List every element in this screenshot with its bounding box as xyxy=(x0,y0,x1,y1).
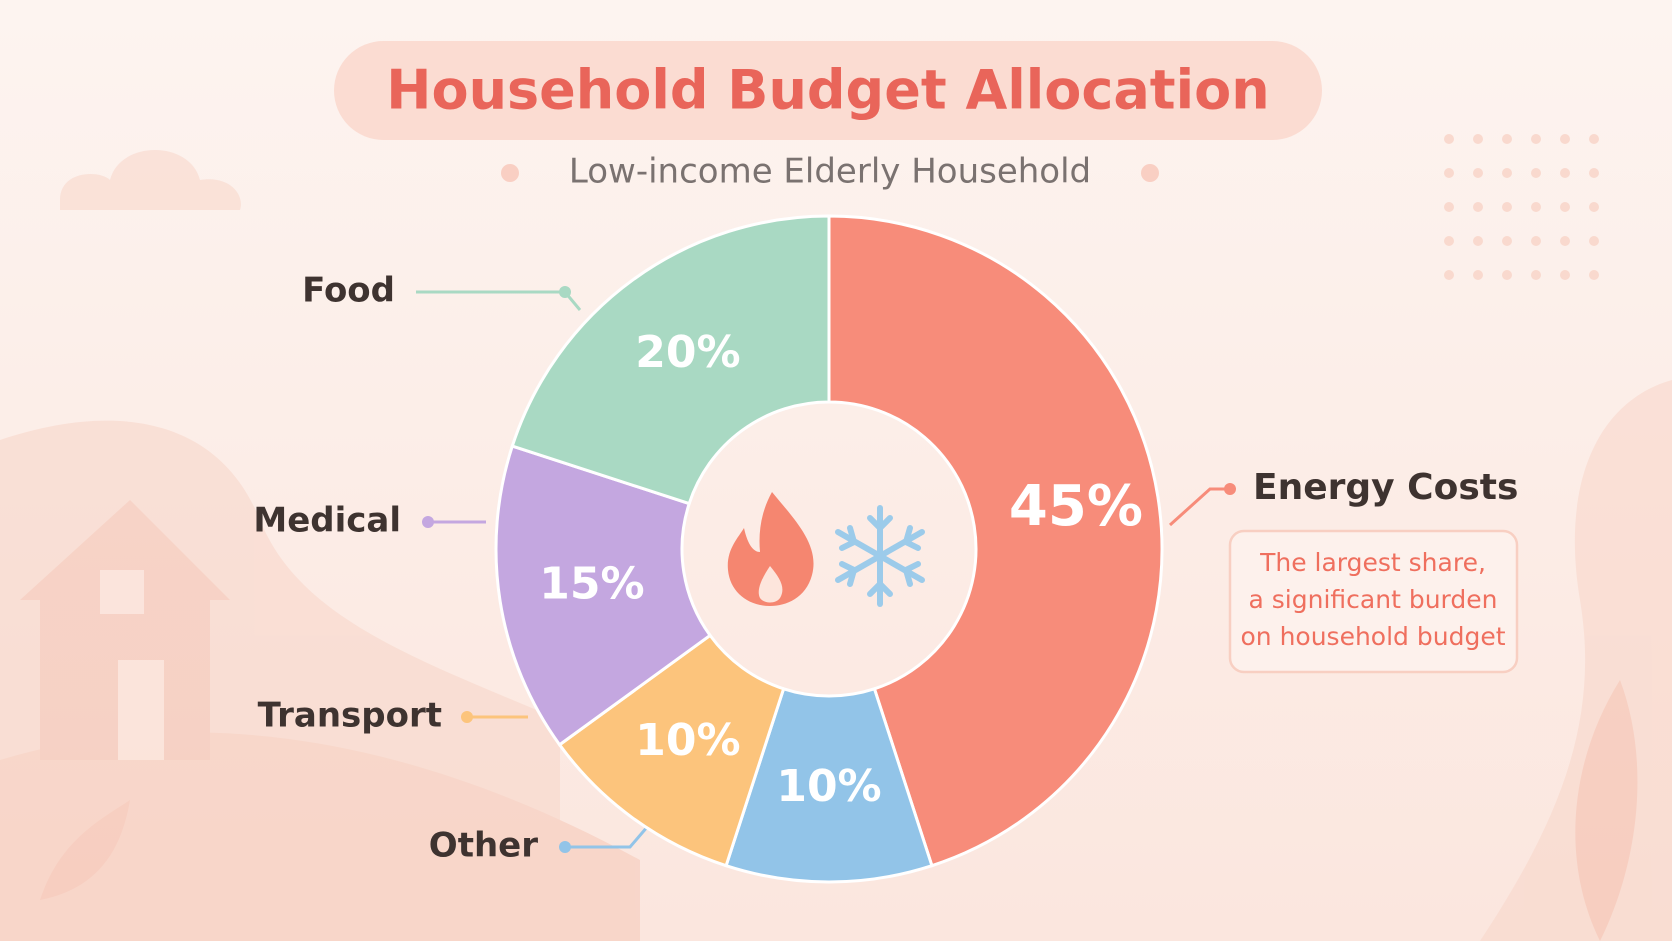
pie-slice xyxy=(827,214,1164,868)
chart-title: Household Budget Allocation xyxy=(386,59,1269,122)
annotation-box xyxy=(1228,529,1519,674)
pie-slice xyxy=(510,214,831,506)
value-label: 45% xyxy=(1009,474,1143,539)
dot xyxy=(1444,236,1454,246)
title-pill xyxy=(334,41,1322,140)
subtitle-dot xyxy=(1141,164,1159,182)
pie-slice xyxy=(494,444,713,747)
annotation: The largest share, a significant burden on… xyxy=(1240,548,1505,651)
category-label: Energy Costs xyxy=(1253,467,1518,508)
dot xyxy=(1589,134,1599,144)
category-label: Other xyxy=(429,826,538,866)
dot xyxy=(1560,270,1570,280)
dot xyxy=(1502,236,1512,246)
category-label: Food xyxy=(302,271,395,311)
dot xyxy=(1502,270,1512,280)
value-label: 10% xyxy=(635,715,740,766)
leader-dot xyxy=(422,516,434,528)
dot xyxy=(1531,168,1541,178)
category-label: Transport xyxy=(258,696,442,736)
dot xyxy=(1589,168,1599,178)
dot xyxy=(1531,202,1541,212)
category-label: Medical xyxy=(253,501,401,541)
dot xyxy=(1473,236,1483,246)
value-label: 15% xyxy=(539,559,644,610)
dot xyxy=(1502,134,1512,144)
dot xyxy=(1502,168,1512,178)
leader-dot xyxy=(559,841,571,853)
dot xyxy=(1589,236,1599,246)
dot xyxy=(1473,270,1483,280)
chart-subtitle: Low-income Elderly Household xyxy=(569,152,1091,192)
dot xyxy=(1531,134,1541,144)
dot xyxy=(1531,236,1541,246)
subtitle-dot xyxy=(501,164,519,182)
dot xyxy=(1444,202,1454,212)
annotation-line: The largest share, xyxy=(1259,548,1486,577)
dot xyxy=(1560,202,1570,212)
decoration xyxy=(0,150,1672,941)
dot xyxy=(1560,236,1570,246)
pie: 45% Energy Costs 10% Other 10% Transport 15% Me… xyxy=(253,214,1518,884)
value-label: 20% xyxy=(635,327,740,378)
dot xyxy=(1560,168,1570,178)
dot xyxy=(1444,134,1454,144)
dot xyxy=(1473,168,1483,178)
dot xyxy=(1444,270,1454,280)
dot xyxy=(1589,270,1599,280)
dot xyxy=(1560,134,1570,144)
value-label: 10% xyxy=(776,761,881,812)
annotation-line: on household budget xyxy=(1240,622,1505,651)
dot xyxy=(1473,134,1483,144)
dot xyxy=(1502,202,1512,212)
leader-line xyxy=(565,825,650,849)
dot xyxy=(1444,168,1454,178)
leader-dot xyxy=(1224,483,1236,495)
dot xyxy=(1589,202,1599,212)
center-icons xyxy=(727,492,925,607)
leader-dot xyxy=(559,286,571,298)
dot-grid xyxy=(1444,134,1599,280)
leader-dot xyxy=(461,711,473,723)
annotation-line: a significant burden xyxy=(1249,585,1498,614)
dot xyxy=(1473,202,1483,212)
leader-line xyxy=(1168,487,1230,527)
dot xyxy=(1531,270,1541,280)
